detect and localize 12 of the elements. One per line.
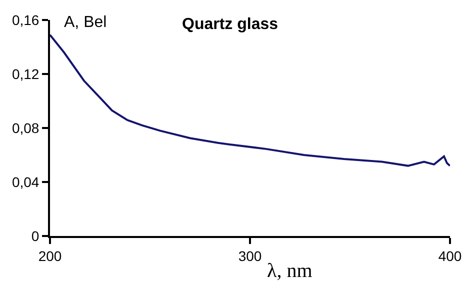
x-tick-label: 300 [238,248,262,264]
x-tick-label: 400 [438,248,462,264]
x-axis-title: λ, nm [267,260,313,281]
y-axis-title: A, Bel [64,14,107,31]
y-tick-label: 0,08 [12,120,40,136]
y-tick-label: 0,04 [12,174,40,190]
y-tick-label: 0,16 [12,12,40,28]
y-tick-label: 0 [31,228,40,244]
y-tick-label: 0,12 [12,66,40,82]
x-tick-label: 200 [38,248,62,264]
line-series [50,34,450,167]
chart-title: Quartz glass [182,16,278,33]
